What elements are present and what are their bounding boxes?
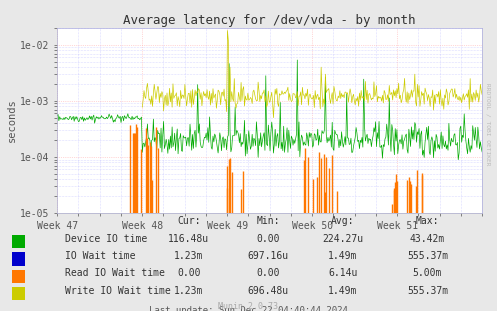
Bar [12,252,25,266]
Text: Avg:: Avg: [331,216,355,226]
Title: Average latency for /dev/vda - by month: Average latency for /dev/vda - by month [123,14,416,27]
Text: 555.37m: 555.37m [407,251,448,261]
Text: 555.37m: 555.37m [407,285,448,296]
Text: Min:: Min: [256,216,280,226]
Text: 1.49m: 1.49m [328,251,358,261]
Text: Munin 2.0.73: Munin 2.0.73 [219,302,278,311]
Text: 5.00m: 5.00m [413,268,442,278]
Text: 0.00: 0.00 [256,234,280,244]
Bar [12,235,25,248]
Text: 1.23m: 1.23m [174,285,204,296]
Text: 1.49m: 1.49m [328,285,358,296]
Text: 43.42m: 43.42m [410,234,445,244]
Text: 6.14u: 6.14u [328,268,358,278]
Text: Write IO Wait time: Write IO Wait time [65,285,170,296]
Text: 0.00: 0.00 [256,268,280,278]
Text: IO Wait time: IO Wait time [65,251,135,261]
Text: 1.23m: 1.23m [174,251,204,261]
Text: Last update: Sun Dec 22 04:40:44 2024: Last update: Sun Dec 22 04:40:44 2024 [149,306,348,311]
Text: RRDTOOL / TOBI OETIKER: RRDTOOL / TOBI OETIKER [486,83,491,166]
Text: 224.27u: 224.27u [323,234,363,244]
Text: Cur:: Cur: [177,216,201,226]
Text: Max:: Max: [415,216,439,226]
Text: 697.16u: 697.16u [248,251,289,261]
Bar [12,270,25,283]
Text: Device IO time: Device IO time [65,234,147,244]
Bar [12,287,25,300]
Text: 0.00: 0.00 [177,268,201,278]
Text: 696.48u: 696.48u [248,285,289,296]
Y-axis label: seconds: seconds [7,99,17,142]
Text: Read IO Wait time: Read IO Wait time [65,268,165,278]
Text: 116.48u: 116.48u [168,234,209,244]
